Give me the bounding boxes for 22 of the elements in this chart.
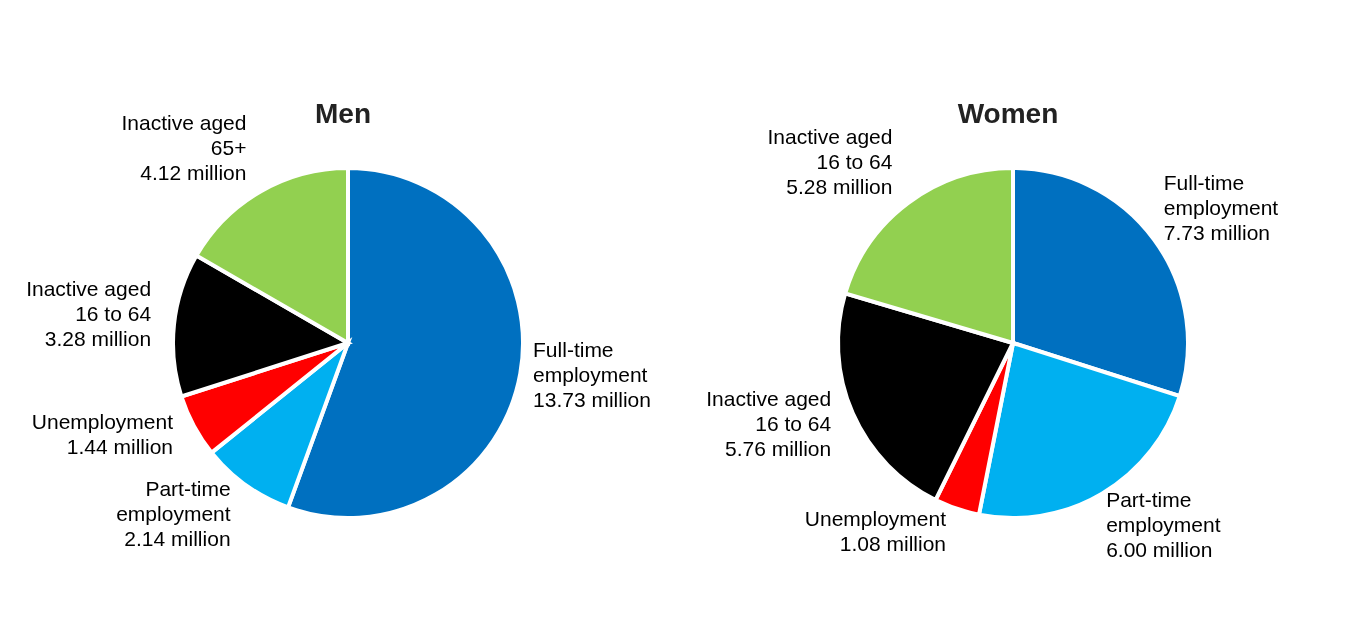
- data-label: 4.12 million: [140, 160, 247, 184]
- slice-label: Part-time employment: [116, 476, 231, 525]
- slice-label: Full-time employment: [1163, 170, 1279, 219]
- slice-label: Unemployment: [31, 409, 174, 433]
- data-label: 1.44 million: [66, 434, 174, 458]
- data-label: 7.73 million: [1163, 220, 1271, 244]
- slice-label: Part-time employment: [1106, 487, 1221, 536]
- data-label: 5.28 million: [786, 174, 893, 198]
- data-label: 6.00 million: [1106, 537, 1213, 561]
- slice-label: Inactive aged 16 to 64: [26, 276, 152, 325]
- data-label: 3.28 million: [44, 326, 152, 350]
- slice-label: Unemployment: [804, 506, 947, 530]
- data-label: 2.14 million: [124, 526, 231, 550]
- chart-title: Men: [315, 98, 371, 129]
- chart-title: Women: [957, 98, 1059, 129]
- data-label: 13.73 million: [533, 387, 651, 411]
- data-label: 1.08 million: [839, 531, 947, 555]
- slice-label: Full-time employment: [533, 337, 648, 386]
- slice-label: Inactive aged 16 to 64: [706, 386, 832, 435]
- slice-label: Inactive aged 16 to 64: [767, 124, 893, 173]
- slice-label: Inactive aged 65+: [121, 110, 247, 159]
- data-label: 5.76 million: [724, 436, 832, 460]
